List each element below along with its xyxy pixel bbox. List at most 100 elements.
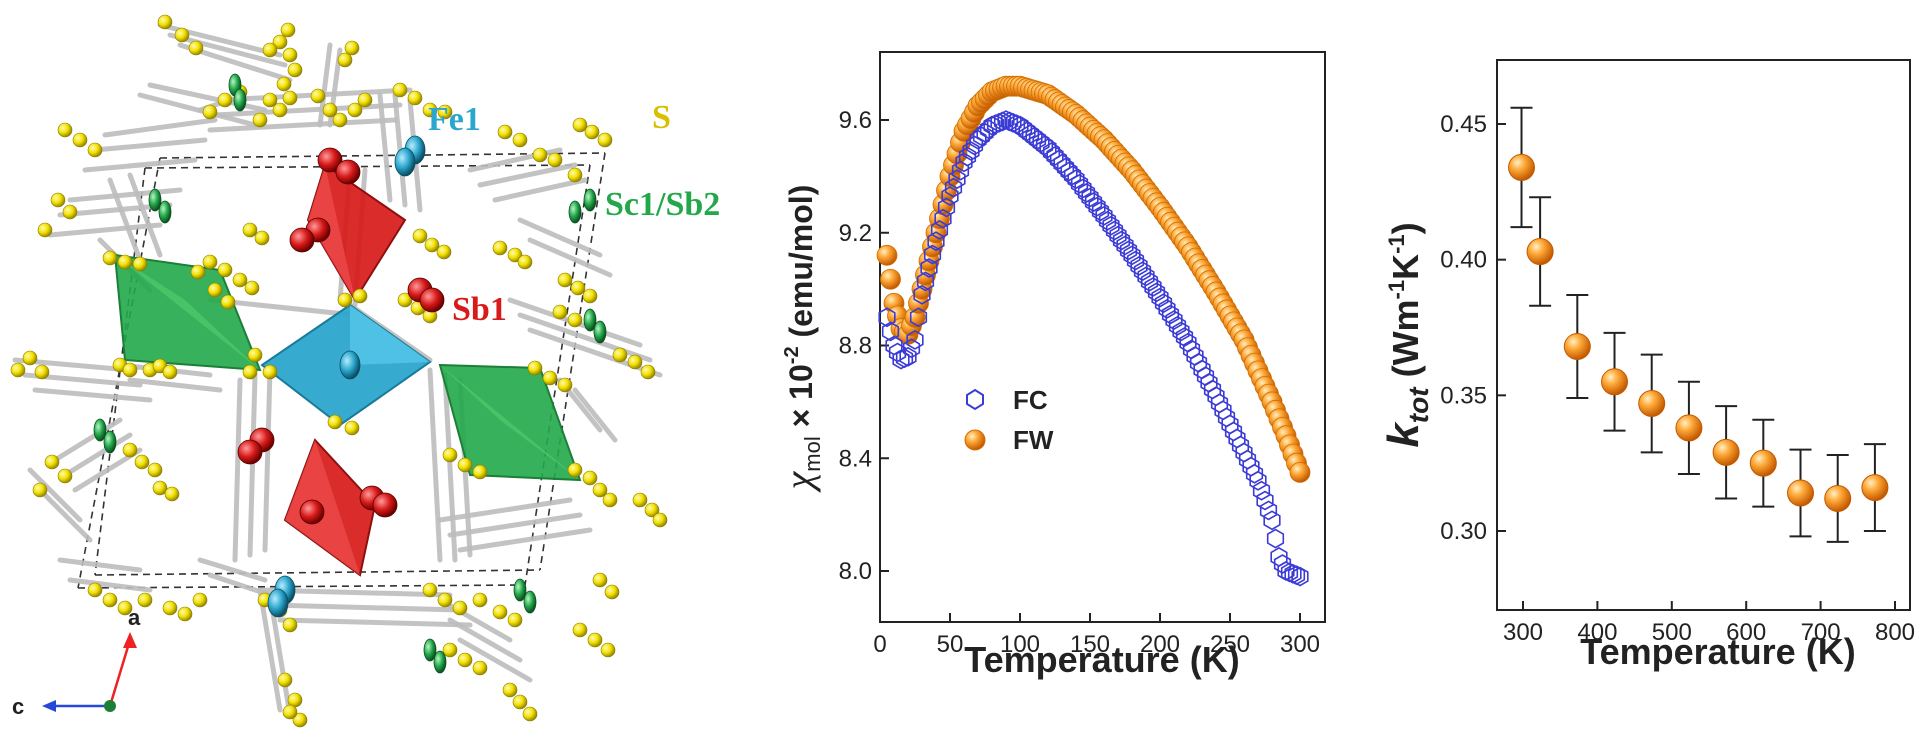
- chart2-y-ticks: 0.30 0.35 0.40 0.45: [1440, 111, 1506, 545]
- chart2-x-label: Temperature (K): [1580, 631, 1855, 672]
- ktot-point: [1638, 389, 1666, 417]
- fc-point: [1266, 528, 1285, 549]
- axis-c-label: c: [12, 694, 24, 719]
- fc-point: [986, 114, 1005, 135]
- s-label: S: [652, 99, 671, 136]
- chart1-y-tick-label: 8.0: [839, 558, 872, 585]
- fc-point: [1252, 480, 1271, 501]
- fc-point: [1249, 470, 1267, 491]
- fc-point: [899, 346, 917, 367]
- fe1-label: Fe1: [428, 101, 481, 138]
- chart1-x-label: Temperature (K): [964, 639, 1239, 680]
- axis-triad: a c: [12, 605, 141, 719]
- fc-point: [923, 244, 942, 265]
- legend-fc-label: FC: [1013, 385, 1048, 415]
- fc-point: [906, 329, 924, 350]
- chart1-x-tick-label: 0: [873, 631, 886, 658]
- fc-point: [895, 348, 914, 369]
- chart1-points: [876, 75, 1311, 587]
- chart1-y-tick-label: 8.8: [839, 333, 872, 360]
- chart1-x-tick-label: 200: [1140, 631, 1180, 658]
- chart2-x-tick-label: 300: [1503, 619, 1543, 646]
- fc-point: [969, 129, 987, 150]
- fc-point: [1256, 490, 1274, 511]
- ktot-point: [1508, 153, 1536, 181]
- fc-point: [979, 119, 998, 140]
- sb-polyhedron-top-face: [308, 165, 355, 300]
- sc1-sb2-label: Sc1/Sb2: [605, 186, 720, 223]
- chart2-y-tick-label: 0.40: [1440, 247, 1487, 274]
- fc-point: [941, 186, 959, 207]
- chart1-y-tick-label: 8.4: [839, 445, 872, 472]
- chart2-y-tick-label: 0.45: [1440, 111, 1487, 138]
- fc-point: [916, 271, 935, 292]
- fc-point: [948, 169, 966, 190]
- fc-point: [972, 126, 991, 147]
- atoms: [10, 14, 668, 728]
- ktot-point: [1712, 438, 1740, 466]
- fc-point: [878, 307, 896, 328]
- chart1-y-tick-label: 9.6: [839, 107, 872, 134]
- chart2-points: [1508, 106, 1889, 543]
- legend-fc-marker: [966, 388, 984, 411]
- fc-point: [881, 321, 900, 342]
- ktot-point: [1824, 484, 1852, 512]
- fc-point: [983, 115, 1001, 136]
- ktot-point: [1749, 449, 1777, 477]
- chart2-x-tick-label: 800: [1875, 619, 1915, 646]
- ktot-point: [1601, 368, 1629, 396]
- ktot-point: [1563, 332, 1591, 360]
- axis-a-label: a: [128, 605, 141, 630]
- chart1-frame: [879, 51, 1326, 623]
- chart2-frame: [1496, 59, 1911, 611]
- ktot-point: [1675, 414, 1703, 442]
- chart2-x-tick-label: 400: [1577, 619, 1617, 646]
- fc-point: [913, 284, 931, 305]
- fc-point: [944, 177, 963, 198]
- fc-point: [993, 111, 1012, 132]
- chart2-x-tick-label: 600: [1726, 619, 1766, 646]
- fc-point: [902, 338, 921, 359]
- sb1-label: Sb1: [452, 291, 507, 328]
- ktot-point: [1526, 238, 1554, 266]
- chart1-x-tick-label: 100: [1000, 631, 1040, 658]
- crystal-structure: Fe1 S Sc1/Sb2 Sb1 a c: [10, 14, 720, 728]
- chart2-x-tick-label: 500: [1652, 619, 1692, 646]
- fc-point: [1259, 500, 1278, 521]
- fc-point: [951, 160, 970, 181]
- chart1-x-tick-label: 150: [1070, 631, 1110, 658]
- chart1-y-label: χmol × 10-2 (emu/mol): [776, 185, 825, 494]
- chart1-x-tick-label: 300: [1280, 631, 1320, 658]
- chart1-x-tick-label: 50: [937, 631, 964, 658]
- chart1-y-tick-label: 9.2: [839, 220, 872, 247]
- chart2-x-tick-label: 700: [1801, 619, 1841, 646]
- coordination-polyhedra: [113, 163, 582, 577]
- chart2-y-label: ktot (Wm-1K-1): [1379, 222, 1434, 447]
- fc-point: [920, 258, 938, 278]
- legend-fw-label: FW: [1013, 425, 1054, 455]
- chart1-y-ticks: 8.0 8.4 8.8 9.2 9.6: [839, 107, 889, 585]
- chart2-y-tick-label: 0.30: [1440, 518, 1487, 545]
- fc-point: [1245, 463, 1264, 484]
- fw-point: [1289, 461, 1311, 483]
- legend-fw-marker: [964, 429, 986, 451]
- sc-polyhedron-right-face: [440, 365, 580, 480]
- fc-point: [958, 146, 977, 167]
- fc-point: [955, 152, 973, 173]
- fc-point: [962, 141, 980, 161]
- sc-polyhedron-left-face: [115, 255, 260, 370]
- fc-point: [1291, 566, 1309, 587]
- fw-point: [876, 244, 898, 266]
- ktot-point: [1787, 479, 1815, 507]
- chart1-x-ticks: 0 50 100 150 200 250 300: [873, 613, 1320, 658]
- chart1-x-tick-label: 250: [1210, 631, 1250, 658]
- thermal-conductivity-chart: 300 400 500 600 700 800 0.30 0.35 0.40 0.45 Temp…: [1379, 59, 1915, 672]
- chart2-x-ticks: 300 400 500 600 700 800: [1503, 601, 1915, 646]
- chart2-y-tick-label: 0.35: [1440, 382, 1487, 409]
- ktot-point: [1861, 474, 1889, 502]
- susceptibility-chart: 0 50 100 150 200 250 300 8.0 8.4 8.8 9.2 9.6 FC FW…: [776, 51, 1326, 680]
- chart1-legend: FC FW: [964, 385, 1054, 455]
- fe-polyhedron-face: [350, 305, 430, 365]
- fc-point: [1263, 510, 1281, 531]
